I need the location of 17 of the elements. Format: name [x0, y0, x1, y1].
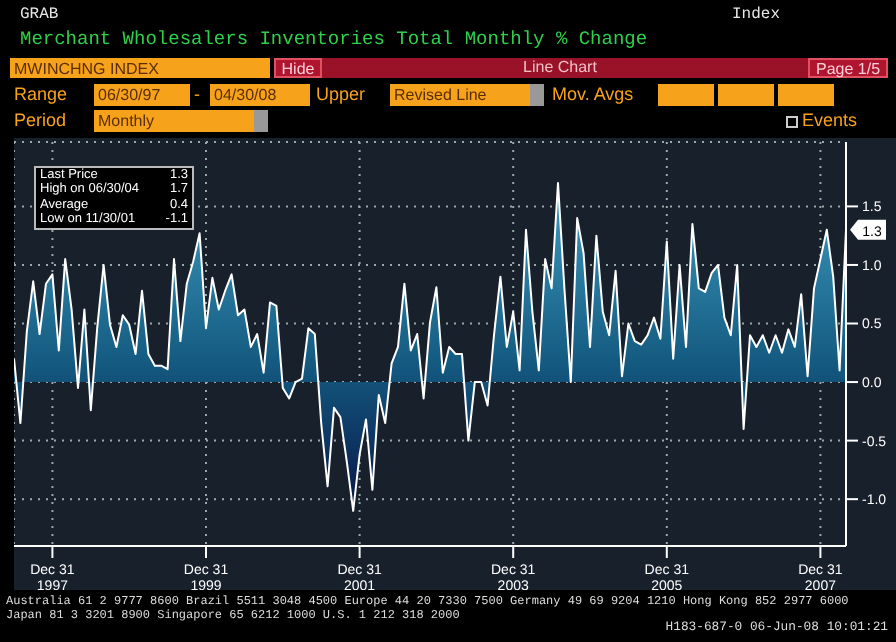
- text: GRAB: [20, 6, 61, 26]
- text: 04/30/08: [210, 84, 310, 106]
- text: Page 1/5: [808, 58, 888, 78]
- chart-title: Merchant Wholesalers Inventories Total Monthly % Change: [20, 28, 648, 50]
- text: -: [194, 84, 202, 106]
- text: 06/30/97: [94, 84, 190, 106]
- text: Revised Line: [390, 84, 530, 106]
- text: Range: [14, 84, 70, 106]
- text: Monthly: [94, 110, 254, 132]
- text: Period: [14, 110, 69, 132]
- text: Hide: [274, 58, 322, 78]
- text: Upper: [316, 84, 368, 106]
- text: Events: [802, 110, 860, 132]
- text: Index: [732, 6, 783, 26]
- text: Line Chart: [521, 58, 599, 78]
- text: Mov. Avgs: [552, 84, 636, 106]
- text: MWINCHNG INDEX: [10, 58, 270, 78]
